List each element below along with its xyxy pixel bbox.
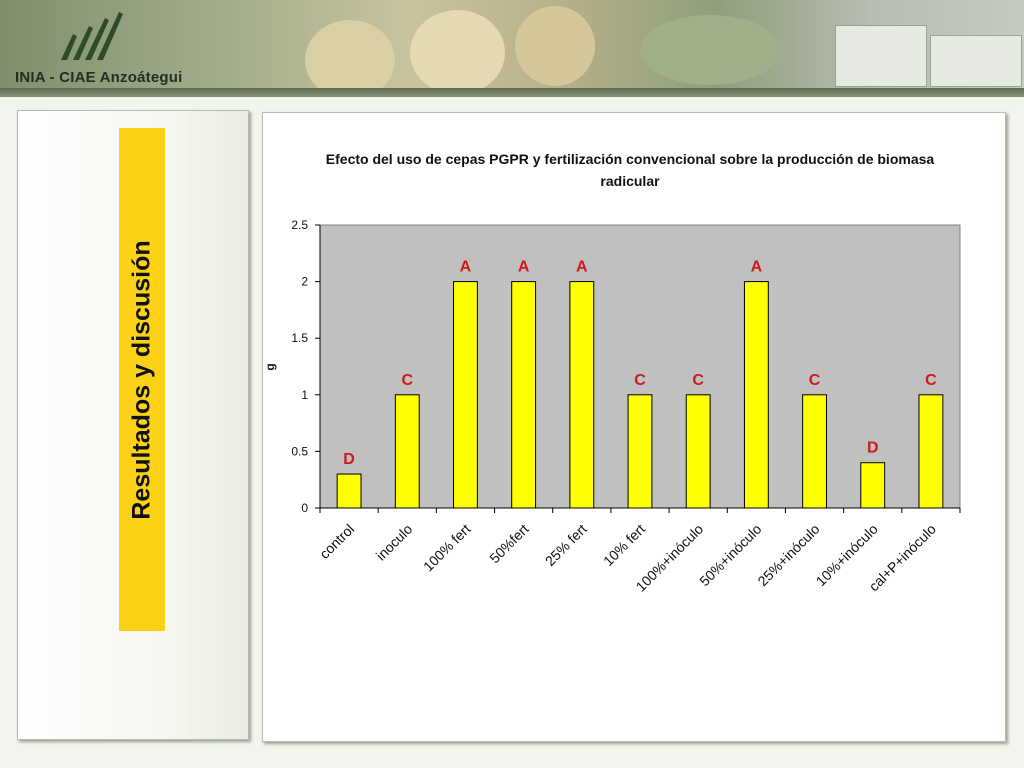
bar: [394, 394, 420, 509]
x-tick-label: inoculo: [373, 521, 416, 564]
bar-annotation: C: [634, 372, 646, 389]
y-tick-label: 2.5: [291, 218, 308, 232]
fruit-photo: [305, 20, 395, 97]
bar-annotation: A: [751, 259, 763, 276]
bar-annotation: D: [867, 440, 879, 457]
bar: [511, 281, 537, 509]
chart-title: Efecto del uso de cepas PGPR y fertiliza…: [325, 151, 935, 189]
fruit-photo: [640, 15, 780, 85]
y-tick-label: 1: [301, 388, 308, 402]
bar-annotation: A: [460, 259, 472, 276]
header-banner: INIA - CIAE Anzoátegui: [0, 0, 1024, 97]
bar-annotation: C: [809, 372, 821, 389]
bar: [802, 394, 827, 509]
y-tick-label: 0: [301, 501, 308, 515]
x-tick-label: 50%fert: [486, 521, 532, 567]
x-tick-label: 100% fert: [420, 521, 474, 575]
x-tick-label: 10% fert: [600, 521, 648, 569]
brand-name: INIA - CIAE Anzoátegui: [15, 69, 183, 86]
x-tick-label: control: [316, 521, 357, 562]
y-tick-label: 0.5: [291, 444, 308, 458]
x-tick-label: 25% fert: [542, 521, 590, 569]
inia-leaf-logo-icon: [61, 12, 123, 60]
fruit-photo: [410, 10, 505, 95]
bar: [453, 281, 478, 509]
bar: [685, 394, 711, 509]
bar-annotation: D: [343, 451, 355, 468]
bar: [569, 281, 595, 509]
bar: [336, 473, 362, 509]
y-tick-label: 1.5: [291, 331, 308, 345]
bar-annotation: C: [692, 372, 704, 389]
bar: [918, 394, 944, 509]
building-photo: [930, 35, 1022, 87]
bar-annotation: C: [401, 372, 413, 389]
banner-strip: [0, 88, 1024, 97]
bar-annotation: A: [576, 259, 588, 276]
bar: [860, 462, 886, 509]
fruit-photo: [515, 6, 595, 86]
bar: [743, 281, 769, 509]
y-axis-label: g: [263, 363, 277, 370]
bar-annotation: A: [518, 259, 530, 276]
y-tick-label: 2: [301, 275, 308, 289]
bar: [627, 394, 653, 509]
section-tab: [119, 128, 165, 631]
building-photo: [835, 25, 927, 87]
bar-annotation: C: [925, 372, 937, 389]
